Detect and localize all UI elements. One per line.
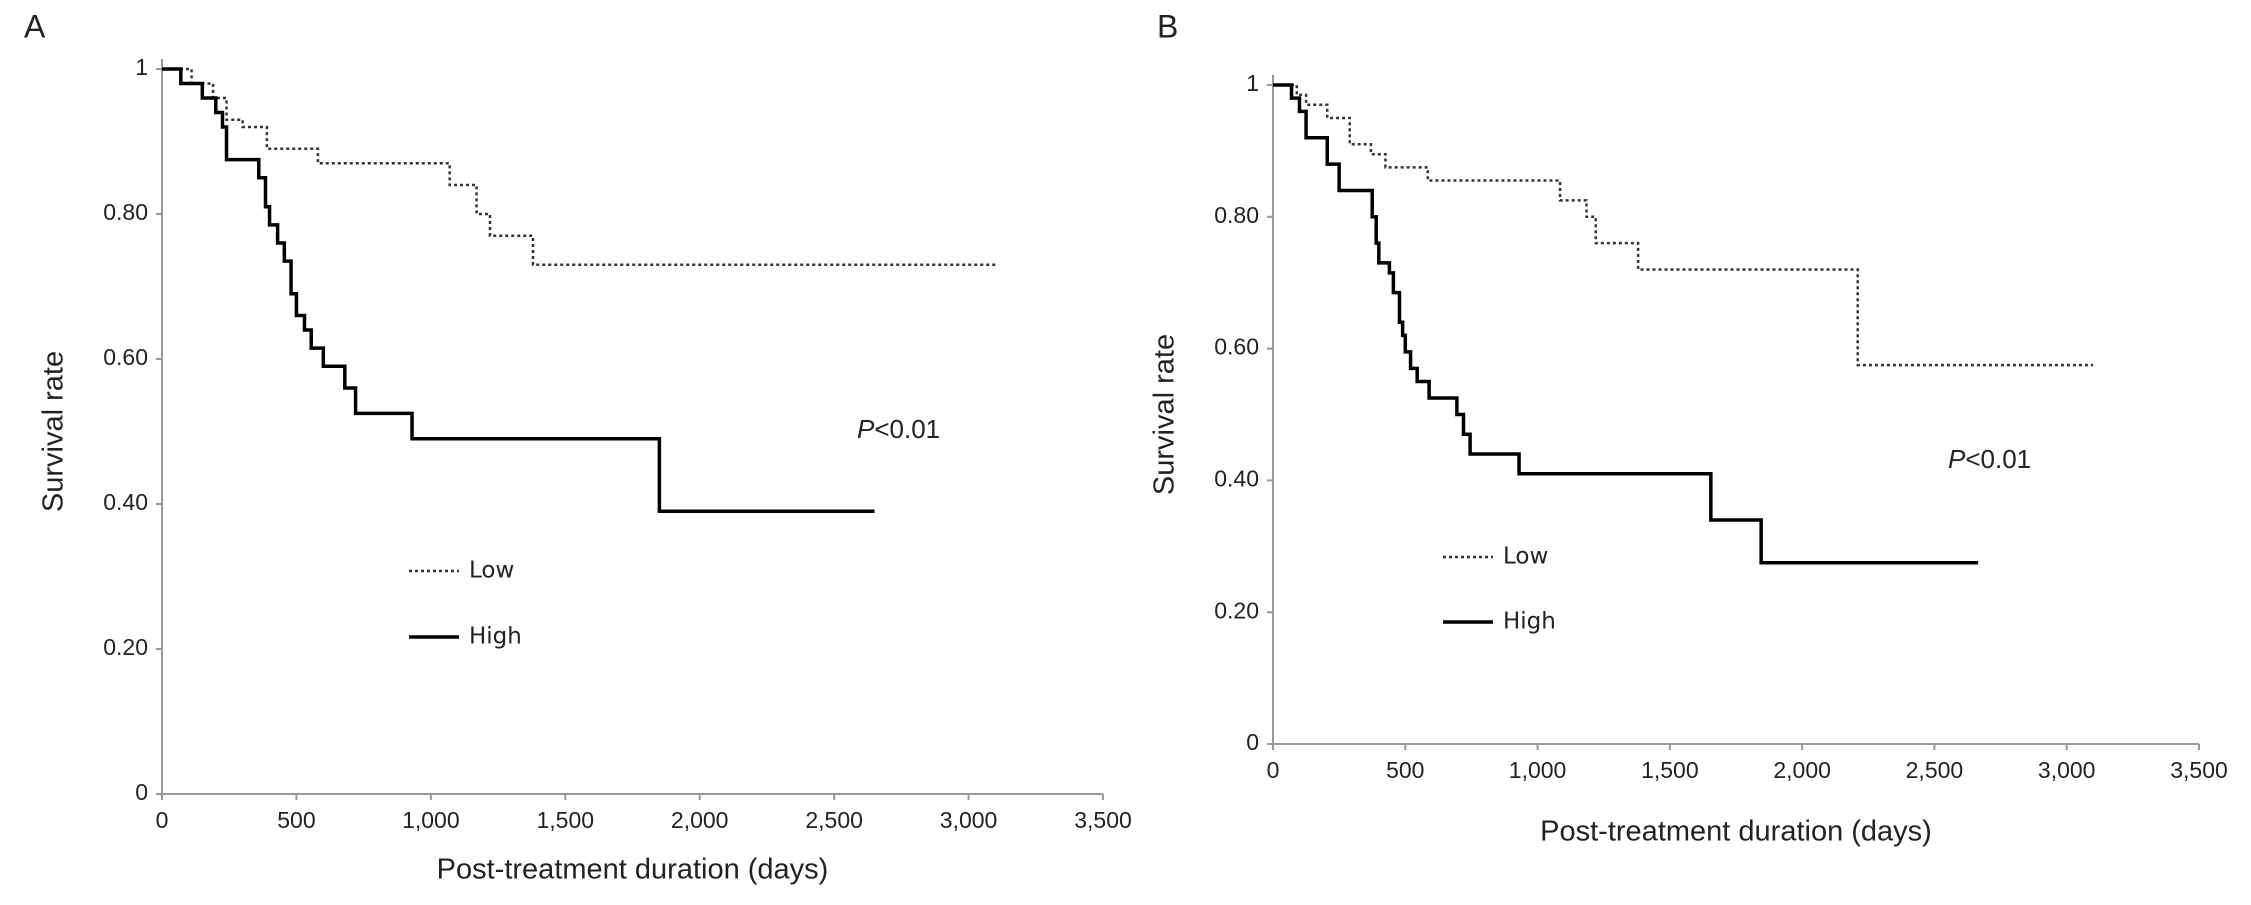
y-tick-label: 0.20 [103,634,148,660]
annotation: P<0.01 [857,414,940,444]
y-tick-label: 1 [135,54,148,80]
y-tick-label: 0 [1246,729,1259,755]
legend-label: High [469,624,522,650]
y-tick-label: 0.40 [103,489,148,515]
y-tick-label: 0.60 [1214,334,1259,360]
annotation-italic: P [857,414,875,444]
x-tick-label: 3,000 [940,807,998,833]
x-tick-label: 3,500 [2170,757,2228,783]
x-tick-label: 1,000 [402,807,460,833]
x-tick-label: 0 [1267,757,1280,783]
x-axis-title: Post-treatment duration (days) [437,854,829,886]
annotation-italic: P [1948,444,1966,474]
panel-label: B [1157,8,1178,44]
legend-label: High [1503,609,1556,635]
y-tick-label: 0.20 [1214,597,1259,623]
y-tick-label: 0.60 [103,344,148,370]
x-axis-title: Post-treatment duration (days) [1540,816,1932,848]
y-axis-title: Survival rate [1149,334,1181,495]
x-tick-label: 2,500 [805,807,863,833]
annotation-text: <0.01 [1965,444,2031,474]
survival-curve [1273,83,1979,565]
panel-label: A [24,8,46,44]
y-tick-label: 0 [135,779,148,805]
survival-curve [162,67,875,513]
survival-curve [162,67,996,266]
x-tick-label: 1,500 [537,807,595,833]
y-axis-title: Survival rate [38,351,70,512]
y-tick-label: 1 [1246,70,1259,96]
y-tick-label: 0.80 [1214,202,1259,228]
x-tick-label: 2,000 [671,807,729,833]
annotation: P<0.01 [1948,444,2031,474]
x-tick-label: 500 [277,807,315,833]
annotation-text: <0.01 [874,414,940,444]
x-tick-label: 0 [156,807,169,833]
x-tick-label: 3,000 [2038,757,2096,783]
x-tick-label: 2,000 [1773,757,1831,783]
legend-label: Low [469,558,514,584]
legend-label: Low [1503,544,1548,570]
x-tick-label: 1,000 [1509,757,1567,783]
y-tick-label: 0.40 [1214,465,1259,491]
y-tick-label: 0.80 [103,199,148,225]
x-tick-label: 1,500 [1641,757,1699,783]
x-tick-label: 2,500 [1906,757,1964,783]
survival-curve [1273,83,2094,367]
x-tick-label: 500 [1386,757,1424,783]
x-tick-label: 3,500 [1074,807,1132,833]
